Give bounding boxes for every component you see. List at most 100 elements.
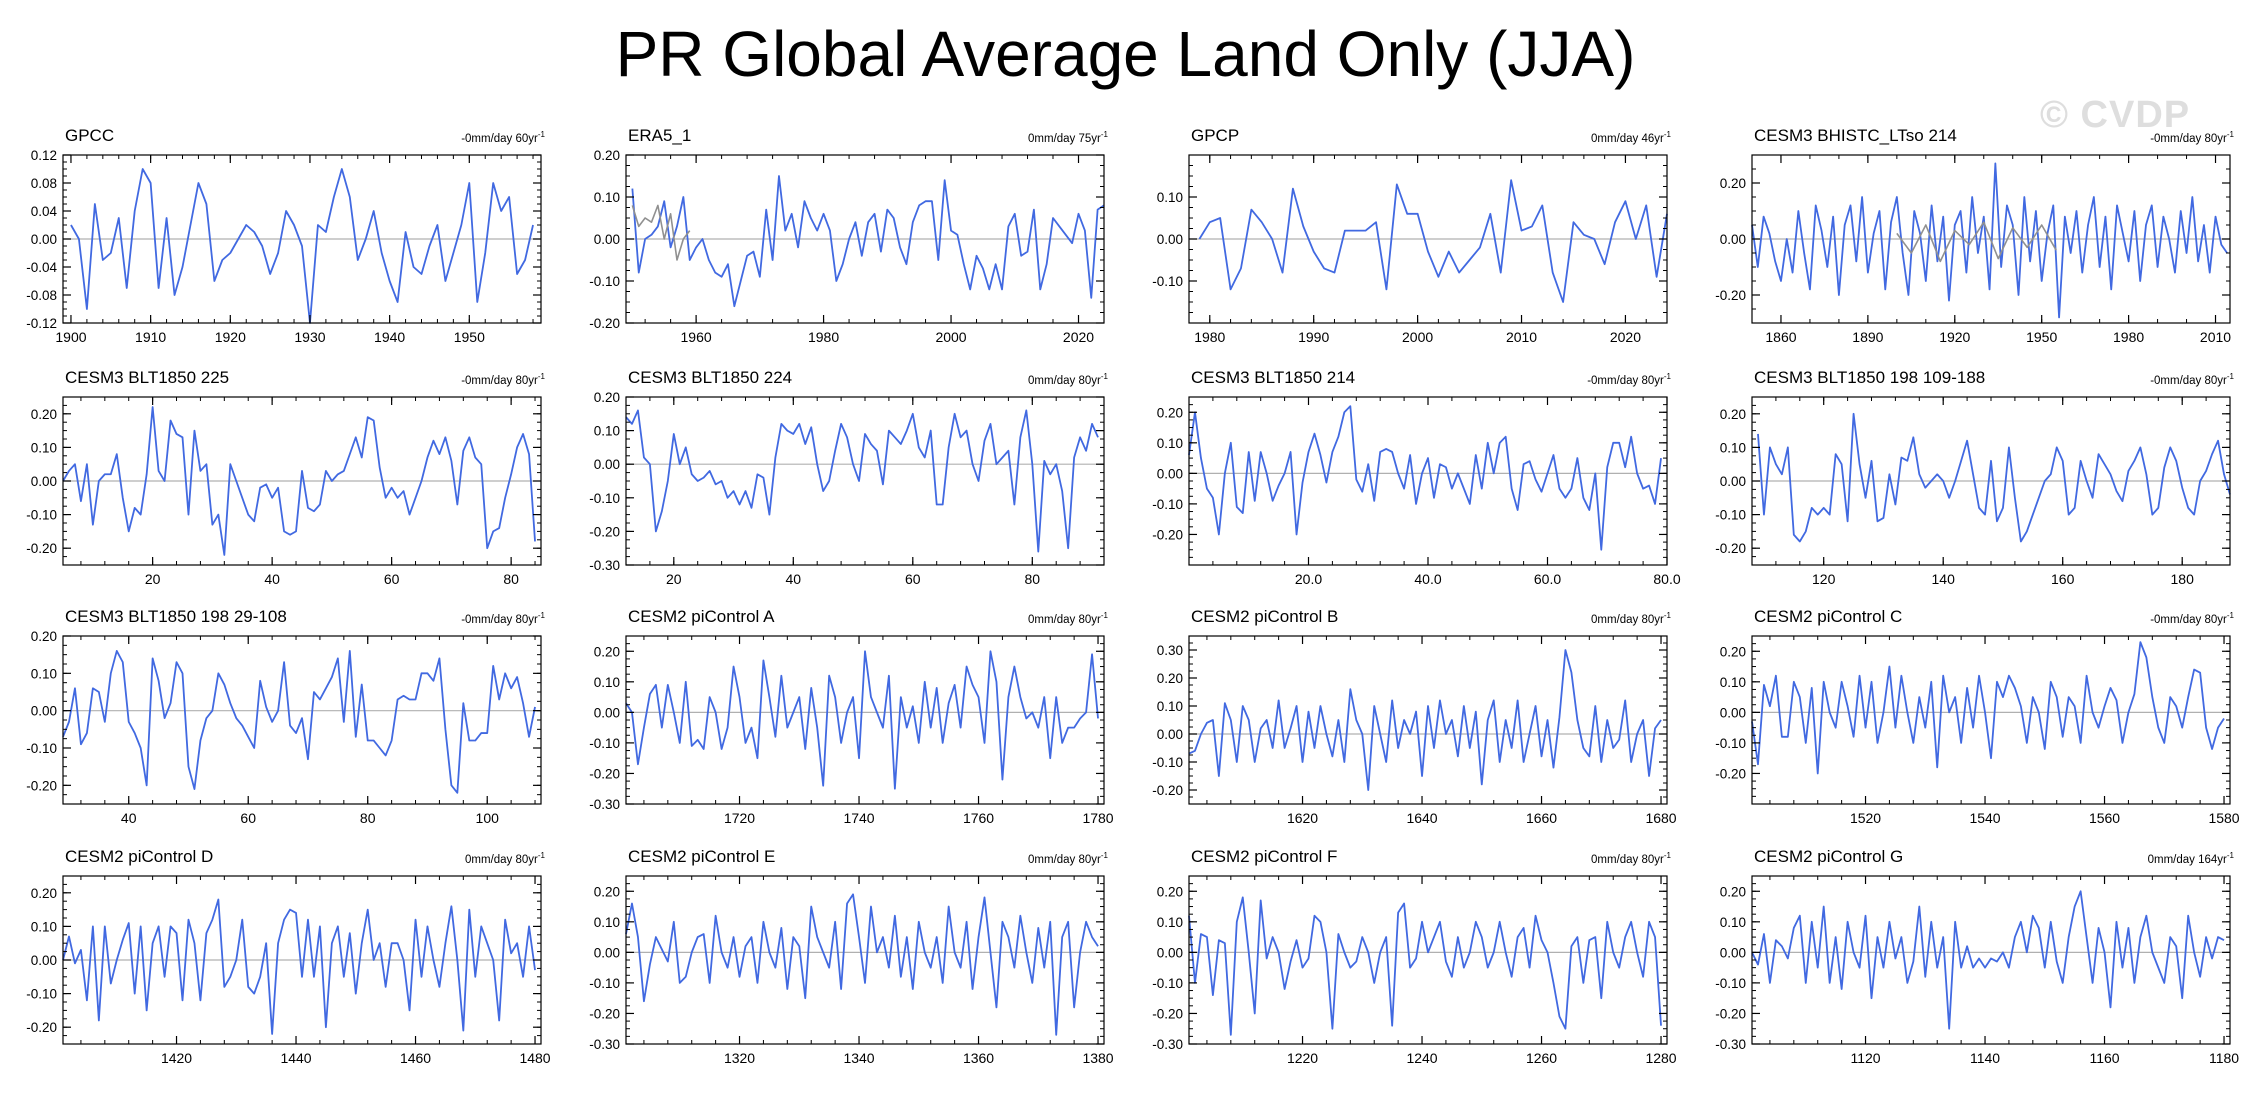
x-tick-label: 1540 (1969, 810, 2000, 826)
panel-title: CESM3 BLT1850 225 (65, 368, 230, 387)
y-tick-label: -0.20 (26, 541, 57, 556)
trend-text: -0mm/day 80yr (461, 374, 538, 387)
x-tick-label: 100 (476, 810, 500, 826)
x-tick-label: 1260 (1526, 1050, 1557, 1066)
trend-exponent: -1 (537, 851, 545, 860)
panel-title: CESM3 BLT1850 198 109-188 (1754, 368, 1986, 387)
line-chart: 1980 1990 2000 2010 2020 -0.10 0.00 0.10 (1152, 154, 1668, 345)
x-tick-label: 1980 (1194, 329, 1225, 345)
overlay-series-line (631, 204, 691, 261)
series-line (62, 898, 536, 1035)
panel-trend-label: 0mm/day 75yr-1 (630, 130, 1108, 145)
y-tick-label: -0.10 (1152, 497, 1183, 512)
panel-trend-label: 0mm/day 80yr-1 (1193, 851, 1671, 866)
panel-trend-label: -0mm/day 80yr-1 (1756, 130, 2234, 145)
trend-exponent: -1 (2226, 611, 2234, 620)
trend-text: -0mm/day 80yr (1587, 374, 1664, 387)
x-tick-label: 1320 (724, 1050, 755, 1066)
x-tick-label: 1930 (294, 329, 325, 345)
y-tick-label: 0.10 (594, 675, 620, 690)
x-tick-label: 180 (2171, 571, 2195, 587)
x-tick-label: 1950 (454, 329, 485, 345)
x-tick-label: 1940 (374, 329, 405, 345)
trend-exponent: -1 (1663, 851, 1671, 860)
panel-trend-label: 0mm/day 80yr-1 (67, 851, 545, 866)
x-tick-label: 1480 (519, 1050, 550, 1066)
x-tick-label: 1140 (1970, 1050, 2000, 1066)
x-tick-label: 1860 (1765, 329, 1796, 345)
panel-trend-label: 0mm/day 80yr-1 (630, 372, 1108, 387)
trend-exponent: -1 (1100, 130, 1108, 139)
panel-trend-label: 0mm/day 164yr-1 (1756, 851, 2234, 866)
y-tick-label: -0.20 (1152, 783, 1183, 798)
x-tick-label: 1340 (843, 1050, 874, 1066)
trend-text: 0mm/day 164yr (2147, 853, 2227, 866)
y-tick-label: 0.00 (1720, 474, 1746, 489)
x-tick-label: 1160 (2089, 1050, 2119, 1066)
y-tick-label: 0.00 (1157, 232, 1183, 247)
y-tick-label: 0.10 (1720, 915, 1746, 930)
y-tick-label: 0.10 (1157, 699, 1183, 714)
x-tick-label: 1660 (1526, 810, 1557, 826)
panel-title: CESM3 BLT1850 198 29-108 (65, 607, 287, 626)
y-tick-label: 0.20 (1157, 671, 1183, 686)
y-tick-label: -0.10 (1715, 976, 1746, 991)
y-tick-label: -0.10 (1152, 755, 1183, 770)
panel-trend-label: -0mm/day 80yr-1 (67, 372, 545, 387)
x-tick-label: 1520 (1850, 810, 1881, 826)
x-tick-label: 2010 (1506, 329, 1537, 345)
y-tick-label: 0.00 (31, 704, 57, 719)
panel-title: CESM2 piControl C (1754, 607, 1903, 626)
y-tick-label: 0.00 (594, 232, 620, 247)
y-tick-label: -0.30 (1715, 1037, 1746, 1052)
line-chart: 1960 1980 2000 2020 -0.20 -0.10 0.00 0.10 0.20 (589, 148, 1105, 345)
trend-text: -0mm/day 80yr (461, 613, 538, 626)
x-tick-label: 1900 (55, 329, 86, 345)
y-tick-label: -0.20 (1715, 288, 1746, 303)
y-tick-label: 0.10 (31, 440, 57, 455)
y-tick-label: 0.10 (1157, 190, 1183, 205)
y-tick-label: 0.20 (1157, 405, 1183, 420)
panel-trend-label: -0mm/day 60yr-1 (67, 130, 545, 145)
y-tick-label: -0.30 (589, 558, 620, 573)
x-tick-label: 1380 (1082, 1050, 1113, 1066)
y-tick-label: -0.20 (1152, 527, 1183, 542)
y-tick-label: -0.10 (1715, 508, 1746, 523)
x-tick-label: 2000 (935, 329, 966, 345)
panel-title: CESM2 piControl F (1191, 847, 1338, 866)
y-tick-label: -0.20 (1715, 766, 1746, 781)
trend-exponent: -1 (537, 372, 545, 381)
panel-trend-label: 0mm/day 80yr-1 (630, 611, 1108, 626)
y-tick-label: 0.20 (1720, 644, 1746, 659)
y-tick-label: 0.10 (31, 919, 57, 934)
line-chart: 20.0 40.0 60.0 80.0 -0.20 -0.10 0.00 0.10 0.20 (1152, 396, 1681, 587)
x-tick-label: 20 (145, 571, 161, 587)
x-tick-label: 1220 (1287, 1050, 1318, 1066)
series-line (1751, 641, 2225, 775)
y-tick-label: 0.04 (31, 204, 58, 219)
y-tick-label: 0.20 (1720, 176, 1746, 191)
x-tick-label: 60.0 (1534, 571, 1561, 587)
panel-title: CESM2 piControl D (65, 847, 214, 866)
x-tick-label: 1950 (2026, 329, 2057, 345)
x-tick-label: 20.0 (1295, 571, 1322, 587)
x-tick-label: 80.0 (1653, 571, 1680, 587)
series-line (1198, 179, 1668, 303)
line-chart: 1220 1240 1260 1280 -0.30 -0.20 -0.10 0.00 0.10 0… (1152, 875, 1677, 1066)
x-tick-label: 40 (264, 571, 280, 587)
series-line (1188, 649, 1662, 791)
line-chart: 1120 1140 1160 1180 -0.30 -0.20 -0.10 0.00 0.10 0… (1715, 875, 2239, 1066)
trend-exponent: -1 (1663, 130, 1671, 139)
cvdp-watermark: © CVDP (2040, 94, 2191, 136)
panel-trend-label: -0mm/day 80yr-1 (1193, 372, 1671, 387)
x-tick-label: 20 (666, 571, 682, 587)
trend-exponent: -1 (2226, 130, 2234, 139)
panel-trend-label: -0mm/day 80yr-1 (1756, 611, 2234, 626)
series-line (631, 175, 1105, 308)
series-line (1188, 896, 1662, 1036)
line-chart: 1860 1890 1920 1950 1980 2010 -0.20 0.00 0.20 (1715, 154, 2231, 345)
panel-trend-label: -0mm/day 80yr-1 (1756, 372, 2234, 387)
x-tick-label: 160 (2051, 571, 2075, 587)
y-tick-label: -0.10 (26, 508, 57, 523)
panel-title: GPCC (65, 126, 115, 145)
